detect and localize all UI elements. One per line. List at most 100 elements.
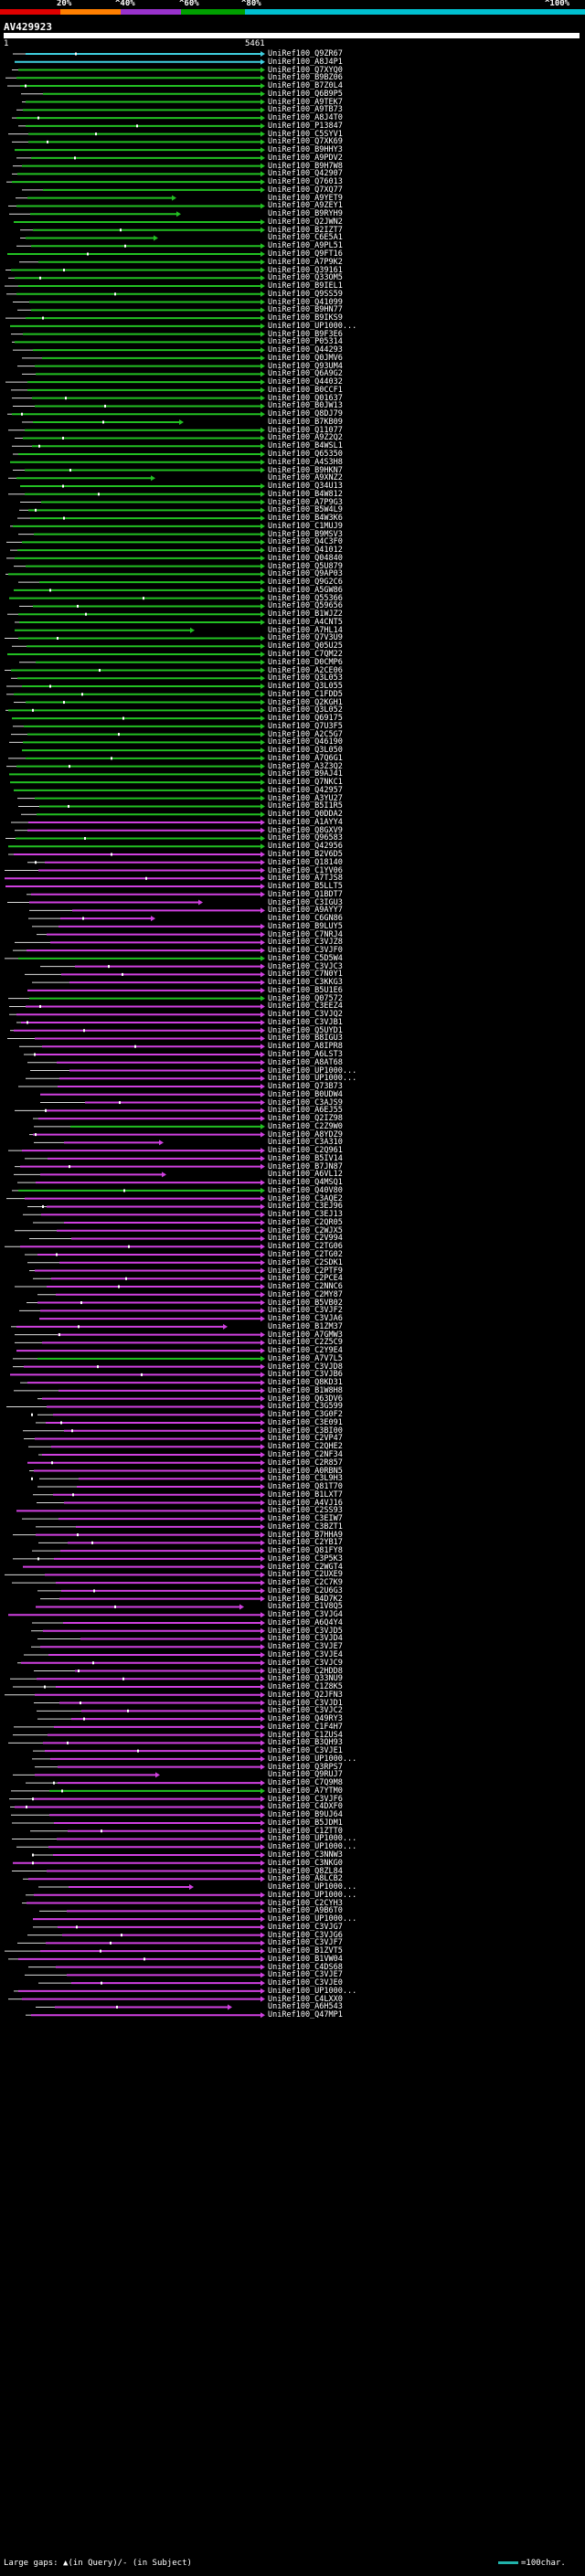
hit-label[interactable]: UniRef100_C3VJB1	[268, 1017, 343, 1027]
hit-label[interactable]: UniRef100_C3G599	[268, 1402, 343, 1412]
hit-label[interactable]: UniRef100_C3VJD5	[268, 1626, 343, 1636]
hit-label[interactable]: UniRef100_B7KB09	[268, 417, 343, 427]
hit-label[interactable]: UniRef100_C3VJC9	[268, 1658, 343, 1668]
hit-label[interactable]: UniRef100_A9XNZ2	[268, 473, 343, 483]
hit-label[interactable]: UniRef100_A7P9K2	[268, 257, 343, 267]
hit-label[interactable]: UniRef100_C6GN86	[268, 914, 343, 924]
hit-label[interactable]: UniRef100_Q9AP03	[268, 569, 343, 579]
hit-label[interactable]: UniRef100_C3VJA6	[268, 1314, 343, 1324]
hit-label[interactable]: UniRef100_C3NNW3	[268, 1850, 343, 1860]
hit-label[interactable]: UniRef100_C2TG02	[268, 1250, 343, 1259]
hit-label[interactable]: UniRef100_C1Z8K5	[268, 1682, 343, 1692]
hit-label[interactable]: UniRef100_C2VP47	[268, 1434, 343, 1444]
hit-label[interactable]: UniRef100_C5D5W4	[268, 953, 343, 963]
hit-label[interactable]: UniRef100_B2IZT7	[268, 225, 343, 235]
hit-label[interactable]: UniRef100_B9BZ06	[268, 73, 343, 83]
hit-label[interactable]: UniRef100_Q7U3F5	[268, 721, 343, 731]
hit-label[interactable]: UniRef100_A8LCB2	[268, 1874, 343, 1884]
hit-label[interactable]: UniRef100_B1ZM37	[268, 1321, 343, 1331]
hit-label[interactable]: UniRef100_A9AYY7	[268, 906, 343, 916]
hit-label[interactable]: UniRef100_Q41012	[268, 546, 343, 556]
hit-label[interactable]: UniRef100_B5LLT5	[268, 882, 343, 892]
hit-label[interactable]: UniRef100_Q05U25	[268, 641, 343, 652]
hit-label[interactable]: UniRef100_D0CMP6	[268, 657, 343, 667]
hit-label[interactable]: UniRef100_Q93UM4	[268, 361, 343, 371]
hit-label[interactable]: UniRef100_B9H7W8	[268, 161, 343, 171]
hit-label[interactable]: UniRef100_C2Z9W0	[268, 1121, 343, 1131]
hit-label[interactable]: UniRef100_Q47MP1	[268, 2010, 343, 2020]
hit-label[interactable]: UniRef100_C2CYH3	[268, 1898, 343, 1908]
hit-label[interactable]: UniRef100_B9HHY3	[268, 145, 343, 155]
hit-label[interactable]: UniRef100_Q0DDA2	[268, 810, 343, 820]
hit-label[interactable]: UniRef100_C3VJE4	[268, 1650, 343, 1659]
hit-label[interactable]: UniRef100_C1FDD5	[268, 689, 343, 699]
hit-label[interactable]: UniRef100_Q96583	[268, 833, 343, 843]
hit-label[interactable]: UniRef100_Q8GXV9	[268, 825, 343, 835]
hit-label[interactable]: UniRef100_C3EJ96	[268, 1202, 343, 1212]
hit-label[interactable]: UniRef100_Q46190	[268, 737, 343, 747]
hit-label[interactable]: UniRef100_C3VJG6	[268, 1930, 343, 1940]
hit-label[interactable]: UniRef100_C5SYV1	[268, 129, 343, 139]
hit-label[interactable]: UniRef100_Q42907	[268, 169, 343, 179]
hit-label[interactable]: UniRef100_Q4C3F0	[268, 537, 343, 547]
hit-label[interactable]: UniRef100_C6E5A1	[268, 233, 343, 243]
hit-label[interactable]: UniRef100_A0RBN5	[268, 1466, 343, 1476]
hit-label[interactable]: UniRef100_C1MUJ9	[268, 521, 343, 531]
hit-label[interactable]: UniRef100_C2QR05	[268, 1217, 343, 1227]
hit-label[interactable]: UniRef100_C3EJ13	[268, 1210, 343, 1220]
hit-label[interactable]: UniRef100_UP1000...	[268, 1890, 357, 1900]
hit-label[interactable]: UniRef100_Q59656	[268, 601, 343, 611]
hit-label[interactable]: UniRef100_B0CCF1	[268, 385, 343, 395]
hit-label[interactable]: UniRef100_C3VJG7	[268, 1922, 343, 1932]
hit-label[interactable]: UniRef100_C3VJZ8	[268, 938, 343, 948]
hit-label[interactable]: UniRef100_Q2JWN2	[268, 217, 343, 227]
hit-label[interactable]: UniRef100_C2QHE2	[268, 1442, 343, 1452]
hit-label[interactable]: UniRef100_C3VJG4	[268, 1610, 343, 1620]
hit-label[interactable]: UniRef100_Q3L052	[268, 705, 343, 716]
hit-label[interactable]: UniRef100_A7Q6G1	[268, 753, 343, 763]
hit-label[interactable]: UniRef100_P05314	[268, 337, 343, 347]
hit-label[interactable]: UniRef100_C2WGT4	[268, 1562, 343, 1572]
hit-label[interactable]: UniRef100_C2TG06	[268, 1242, 343, 1252]
hit-label[interactable]: UniRef100_C7Q9M8	[268, 1778, 343, 1788]
hit-label[interactable]: UniRef100_C3VJF7	[268, 1938, 343, 1948]
hit-label[interactable]: UniRef100_Q49RY3	[268, 1714, 343, 1724]
hit-label[interactable]: UniRef100_Q18140	[268, 857, 343, 867]
hit-label[interactable]: UniRef100_Q42957	[268, 785, 343, 795]
hit-label[interactable]: UniRef100_A9TEK7	[268, 97, 343, 107]
hit-label[interactable]: UniRef100_A9Z2Q2	[268, 433, 343, 443]
hit-label[interactable]: UniRef100_B5VB02	[268, 1298, 343, 1308]
hit-label[interactable]: UniRef100_C3VJD4	[268, 1634, 343, 1644]
hit-label[interactable]: UniRef100_UP1000...	[268, 1065, 357, 1076]
hit-label[interactable]: UniRef100_B1W8H8	[268, 1385, 343, 1395]
hit-label[interactable]: UniRef100_C3BI00	[268, 1426, 343, 1436]
hit-label[interactable]: UniRef100_C7NRJ4	[268, 929, 343, 939]
hit-label[interactable]: UniRef100_Q4MSQ1	[268, 1178, 343, 1188]
hit-label[interactable]: UniRef100_Q9ZR67	[268, 49, 343, 58]
hit-label[interactable]: UniRef100_C3VJF0	[268, 946, 343, 956]
hit-label[interactable]: UniRef100_C1ZUS4	[268, 1730, 343, 1740]
hit-label[interactable]: UniRef100_C3AQE2	[268, 1193, 343, 1203]
hit-label[interactable]: UniRef100_UP1000...	[268, 1986, 357, 1996]
hit-label[interactable]: UniRef100_C2Z5C9	[268, 1338, 343, 1348]
hit-label[interactable]: UniRef100_C3E091	[268, 1417, 343, 1427]
hit-label[interactable]: UniRef100_A7TJS8	[268, 874, 343, 884]
hit-label[interactable]: UniRef100_Q39161	[268, 265, 343, 275]
hit-label[interactable]: UniRef100_C1ZTT0	[268, 1826, 343, 1836]
hit-label[interactable]: UniRef100_Q34U13	[268, 482, 343, 492]
hit-label[interactable]: UniRef100_C2Q961	[268, 1146, 343, 1156]
hit-label[interactable]: UniRef100_A9B6T0	[268, 1906, 343, 1916]
hit-label[interactable]: UniRef100_Q2IZ98	[268, 1114, 343, 1124]
hit-label[interactable]: UniRef100_B9IEL1	[268, 281, 343, 292]
hit-label[interactable]: UniRef100_Q1BDT7	[268, 889, 343, 899]
hit-label[interactable]: UniRef100_Q33NU9	[268, 1674, 343, 1684]
hit-label[interactable]: UniRef100_B9AJ41	[268, 769, 343, 779]
hit-label[interactable]: UniRef100_C2SS93	[268, 1506, 343, 1516]
hit-label[interactable]: UniRef100_B7Z0L4	[268, 81, 343, 91]
hit-label[interactable]: UniRef100_A7P9G3	[268, 497, 343, 507]
hit-label[interactable]: UniRef100_B9IKS9	[268, 313, 343, 323]
hit-label[interactable]: UniRef100_Q42956	[268, 842, 343, 852]
hit-label[interactable]: UniRef100_A4S3H8	[268, 457, 343, 467]
hit-label[interactable]: UniRef100_C2C7K9	[268, 1578, 343, 1588]
hit-label[interactable]: UniRef100_C2WJX5	[268, 1225, 343, 1235]
